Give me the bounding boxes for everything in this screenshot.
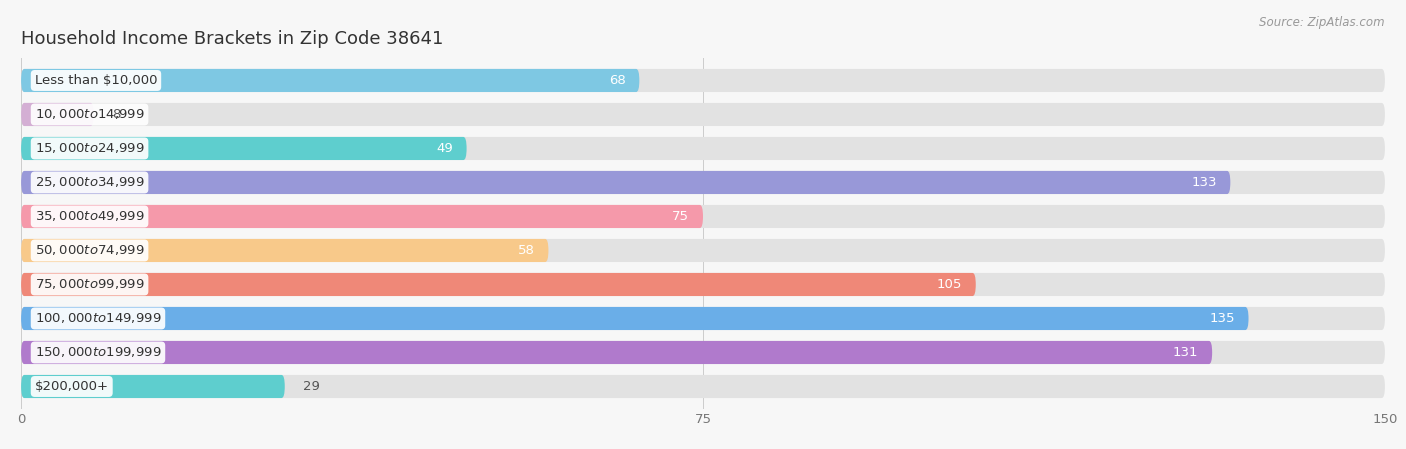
Text: 29: 29 (302, 380, 319, 393)
FancyBboxPatch shape (21, 137, 467, 160)
FancyBboxPatch shape (21, 239, 1385, 262)
Text: 49: 49 (436, 142, 453, 155)
Text: $25,000 to $34,999: $25,000 to $34,999 (35, 176, 145, 189)
FancyBboxPatch shape (21, 307, 1249, 330)
Text: $150,000 to $199,999: $150,000 to $199,999 (35, 345, 162, 360)
FancyBboxPatch shape (21, 69, 1385, 92)
Text: Less than $10,000: Less than $10,000 (35, 74, 157, 87)
FancyBboxPatch shape (21, 273, 976, 296)
FancyBboxPatch shape (21, 375, 1385, 398)
FancyBboxPatch shape (21, 171, 1385, 194)
FancyBboxPatch shape (21, 307, 1385, 330)
Text: 75: 75 (672, 210, 689, 223)
FancyBboxPatch shape (21, 137, 1385, 160)
Text: 105: 105 (936, 278, 962, 291)
FancyBboxPatch shape (21, 375, 285, 398)
FancyBboxPatch shape (21, 273, 1385, 296)
Text: 8: 8 (112, 108, 121, 121)
Text: $35,000 to $49,999: $35,000 to $49,999 (35, 210, 145, 224)
Text: 133: 133 (1191, 176, 1216, 189)
FancyBboxPatch shape (21, 239, 548, 262)
FancyBboxPatch shape (21, 341, 1385, 364)
FancyBboxPatch shape (21, 205, 703, 228)
Text: $75,000 to $99,999: $75,000 to $99,999 (35, 277, 145, 291)
Text: $50,000 to $74,999: $50,000 to $74,999 (35, 243, 145, 257)
FancyBboxPatch shape (21, 103, 94, 126)
Text: $200,000+: $200,000+ (35, 380, 108, 393)
Text: $15,000 to $24,999: $15,000 to $24,999 (35, 141, 145, 155)
Text: 68: 68 (609, 74, 626, 87)
Text: $100,000 to $149,999: $100,000 to $149,999 (35, 312, 162, 326)
FancyBboxPatch shape (21, 171, 1230, 194)
Text: $10,000 to $14,999: $10,000 to $14,999 (35, 107, 145, 122)
Text: 131: 131 (1173, 346, 1198, 359)
FancyBboxPatch shape (21, 69, 640, 92)
FancyBboxPatch shape (21, 103, 1385, 126)
Text: 58: 58 (517, 244, 534, 257)
FancyBboxPatch shape (21, 205, 1385, 228)
Text: 135: 135 (1209, 312, 1234, 325)
FancyBboxPatch shape (21, 341, 1212, 364)
Text: Source: ZipAtlas.com: Source: ZipAtlas.com (1260, 16, 1385, 29)
Text: Household Income Brackets in Zip Code 38641: Household Income Brackets in Zip Code 38… (21, 31, 443, 48)
